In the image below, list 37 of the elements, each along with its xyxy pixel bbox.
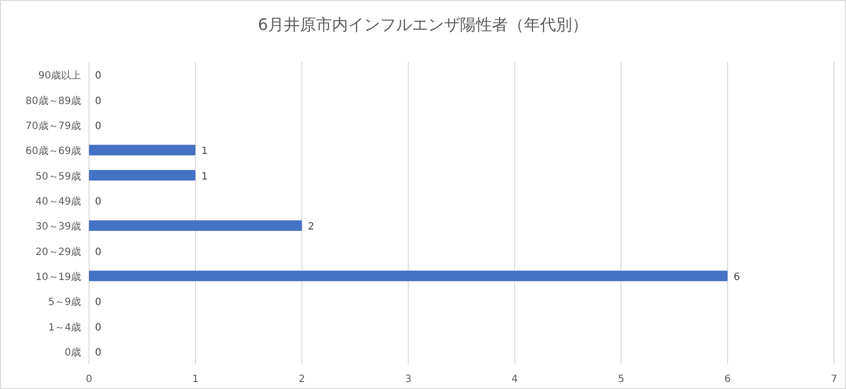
y-tick-label: 70歳～79歳 bbox=[26, 120, 81, 132]
data-label: 0 bbox=[95, 347, 102, 358]
bar bbox=[89, 270, 728, 282]
bar bbox=[89, 144, 196, 156]
x-tick-label: 4 bbox=[512, 374, 518, 385]
data-label: 0 bbox=[95, 96, 102, 107]
y-tick-label: 10～19歳 bbox=[36, 270, 81, 283]
y-tick-label: 60歳～69歳 bbox=[26, 145, 81, 158]
data-label: 1 bbox=[201, 146, 208, 158]
x-tick-label: 6 bbox=[724, 374, 731, 385]
data-label: 0 bbox=[95, 120, 102, 132]
chart-title: 6月井原市内インフルエンザ陽性者（年代別） bbox=[258, 15, 588, 34]
x-tick-label: 7 bbox=[830, 374, 838, 385]
x-tick-label: 0 bbox=[86, 374, 92, 385]
data-label: 0 bbox=[95, 322, 102, 334]
y-tick-label: 0歳 bbox=[64, 346, 81, 358]
y-tick-label: 20～29歳 bbox=[36, 246, 81, 258]
data-label: 0 bbox=[95, 297, 102, 308]
data-label: 0 bbox=[95, 196, 102, 208]
data-label: 6 bbox=[734, 272, 740, 283]
x-tick-label: 2 bbox=[298, 374, 306, 385]
data-label: 0 bbox=[95, 70, 102, 82]
x-tick-label: 3 bbox=[405, 374, 412, 385]
x-tick-label: 5 bbox=[618, 374, 624, 385]
x-tick-label: 1 bbox=[192, 374, 199, 385]
bar bbox=[89, 170, 196, 181]
bar bbox=[89, 220, 302, 231]
y-tick-label: 80歳～89歳 bbox=[26, 94, 81, 107]
data-label: 0 bbox=[95, 246, 102, 258]
y-tick-label: 90歳以上 bbox=[38, 70, 81, 82]
data-label: 2 bbox=[308, 222, 314, 233]
y-tick-label: 30～39歳 bbox=[36, 220, 81, 233]
y-tick-label: 5～9歳 bbox=[48, 296, 81, 308]
y-tick-label: 1～4歳 bbox=[48, 321, 81, 334]
y-tick-label: 40～49歳 bbox=[36, 195, 81, 208]
y-tick-label: 50～59歳 bbox=[36, 170, 81, 182]
data-label: 1 bbox=[201, 171, 208, 182]
